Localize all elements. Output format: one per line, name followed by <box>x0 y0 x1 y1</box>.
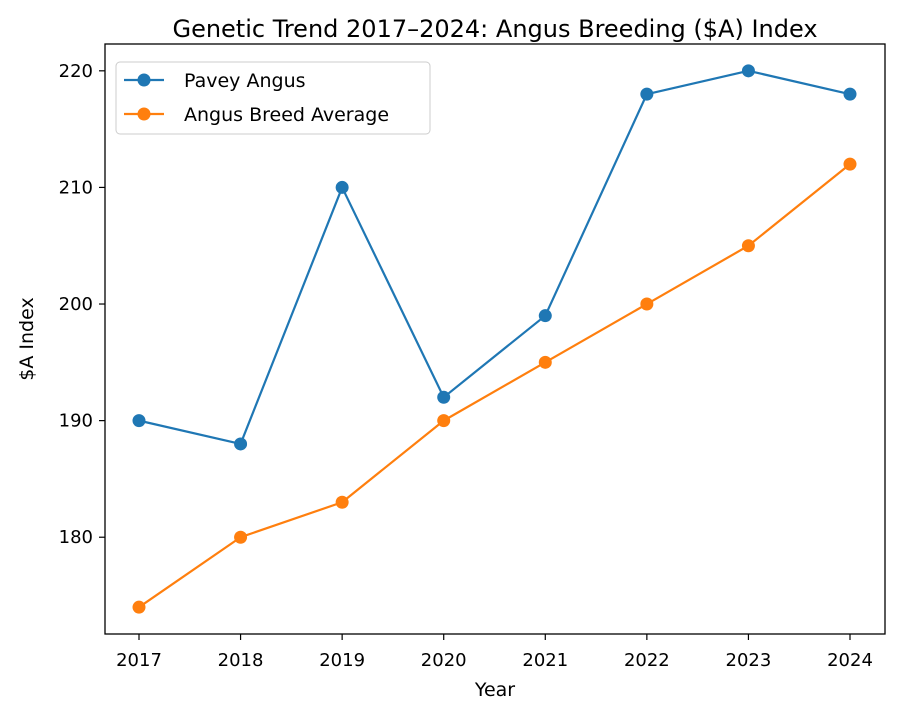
legend-frame <box>115 61 431 135</box>
plot-area-frame <box>104 43 886 635</box>
data-point-angus-breed-average <box>132 600 146 614</box>
legend-marker-pavey-angus <box>137 73 151 87</box>
legend-label-pavey-angus: Pavey Angus <box>184 70 306 92</box>
legend-marker-breed-average <box>137 107 151 121</box>
series-angus-breed-average <box>132 157 857 614</box>
y-axis: 180 190 200 210 220 <box>59 61 105 548</box>
y-tick-label: 190 <box>59 411 93 432</box>
series-pavey-angus <box>132 64 857 451</box>
y-tick-label: 210 <box>59 177 93 198</box>
y-tick-label: 180 <box>59 527 93 548</box>
series-line-pavey-angus <box>138 69 851 446</box>
x-tick-label: 2023 <box>726 650 772 671</box>
data-point-pavey-angus <box>437 390 451 404</box>
data-point-pavey-angus <box>640 87 654 101</box>
data-point-angus-breed-average <box>843 157 857 171</box>
data-point-pavey-angus <box>234 437 248 451</box>
y-tick-label: 220 <box>59 61 93 82</box>
x-tick-label: 2017 <box>116 650 162 671</box>
x-axis-label: Year <box>474 679 515 701</box>
data-point-angus-breed-average <box>335 495 349 509</box>
x-tick-label: 2024 <box>827 650 873 671</box>
x-tick-label: 2021 <box>522 650 568 671</box>
series-layer <box>132 64 857 614</box>
data-point-pavey-angus <box>843 87 857 101</box>
data-point-pavey-angus <box>741 64 755 78</box>
legend-label-breed-average: Angus Breed Average <box>184 104 389 126</box>
data-point-pavey-angus <box>538 309 552 323</box>
data-point-angus-breed-average <box>538 355 552 369</box>
x-tick-label: 2020 <box>421 650 467 671</box>
series-line-angus-breed-average <box>138 163 851 609</box>
data-point-angus-breed-average <box>234 530 248 544</box>
y-axis-label: $A Index <box>16 297 38 380</box>
data-point-pavey-angus <box>335 180 349 194</box>
chart-title: Genetic Trend 2017–2024: Angus Breeding … <box>172 15 817 43</box>
x-axis: 2017 2018 2019 2020 2021 2022 2023 2024 <box>116 634 873 671</box>
x-tick-label: 2019 <box>319 650 365 671</box>
data-point-angus-breed-average <box>437 414 451 428</box>
data-point-angus-breed-average <box>741 239 755 253</box>
x-tick-label: 2018 <box>218 650 264 671</box>
x-tick-label: 2022 <box>624 650 670 671</box>
data-point-angus-breed-average <box>640 297 654 311</box>
data-point-pavey-angus <box>132 414 146 428</box>
legend: Pavey Angus Angus Breed Average <box>115 61 431 135</box>
y-tick-label: 200 <box>59 294 93 315</box>
